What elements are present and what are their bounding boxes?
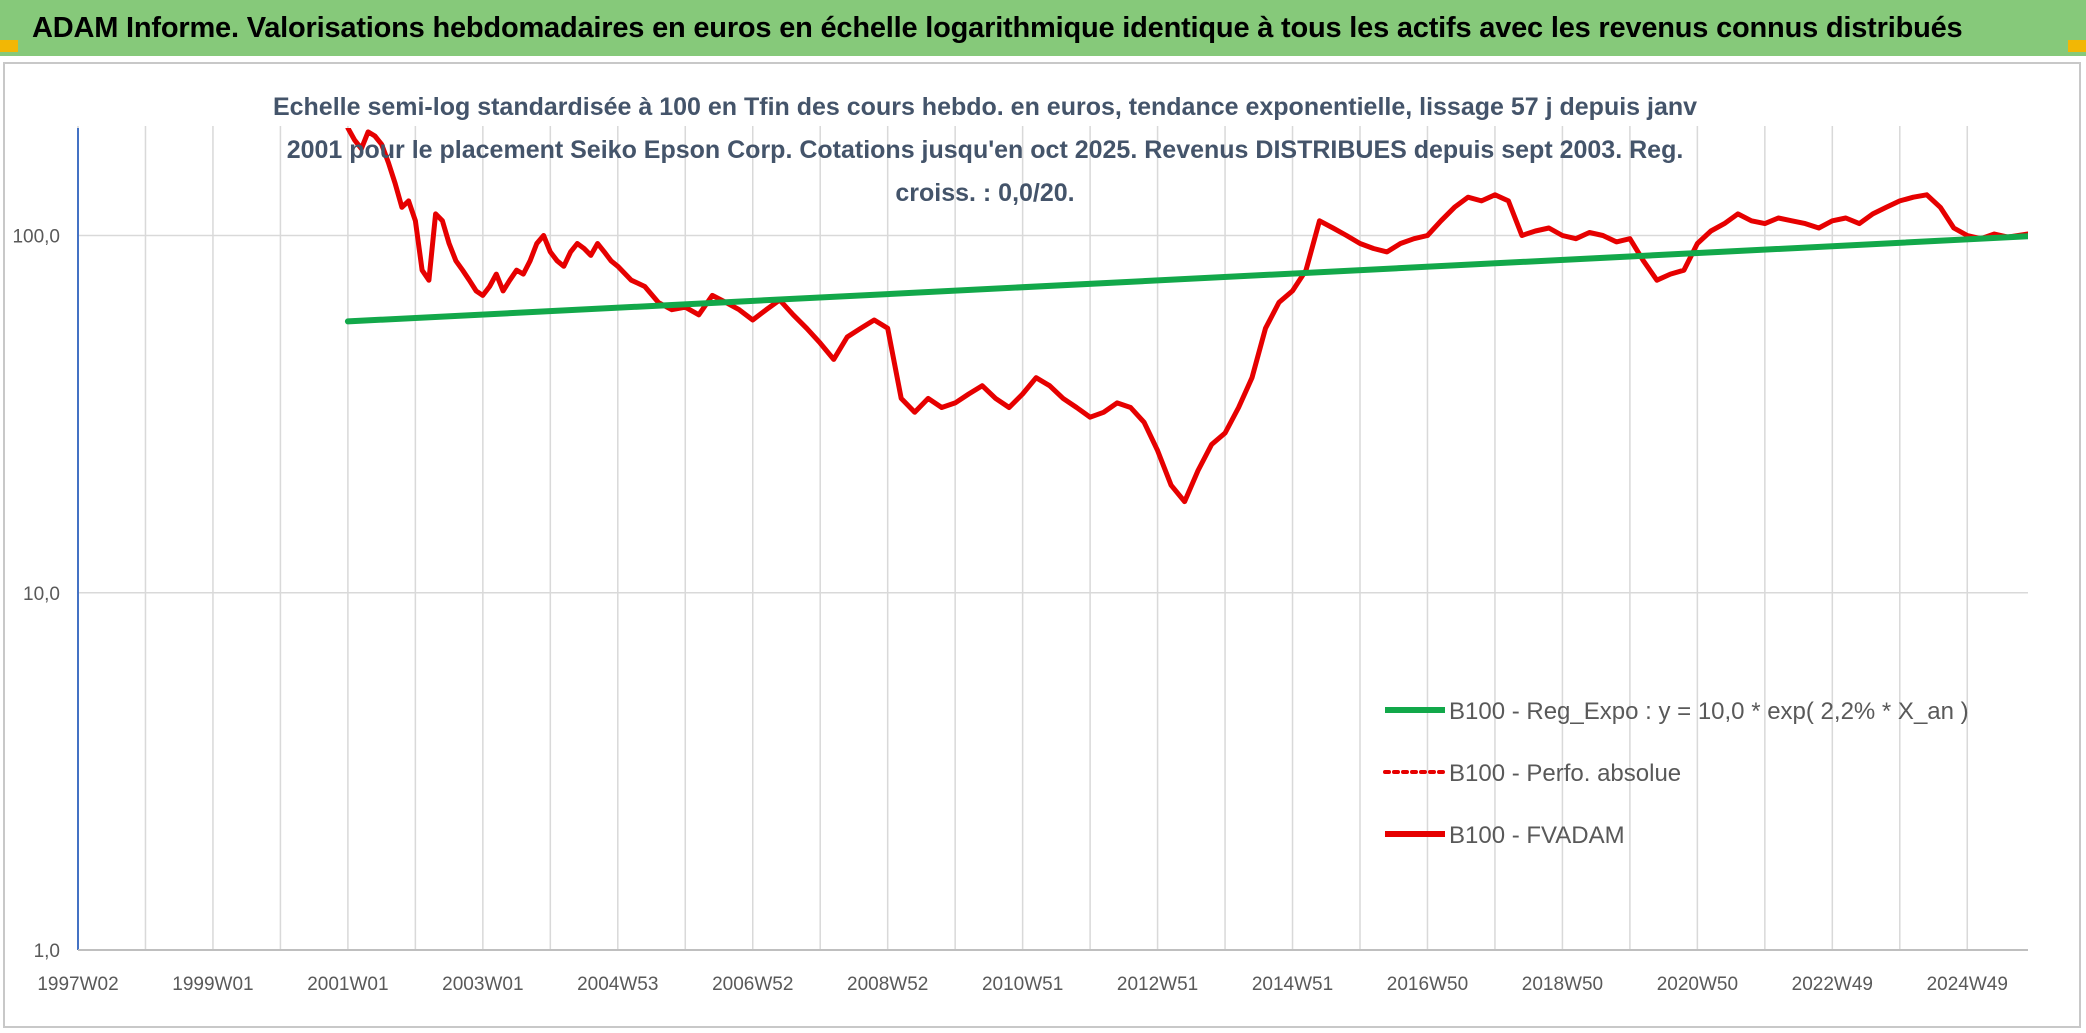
series-line-fvadam [345,128,2028,505]
x-tick-label: 2003W01 [442,974,523,995]
y-tick-labels: 1,0 10,0 100,0 [12,227,60,962]
x-tick-label: 2014W51 [1252,974,1333,995]
y-tick-label: 10,0 [23,584,60,605]
chart-title: Echelle semi-log standardisée à 100 en T… [272,93,1698,207]
x-tick-label: 1997W02 [37,974,118,995]
series-line-reg-expo [344,233,2028,325]
corner-mark-right [2068,40,2086,52]
x-tick-label: 2020W50 [1657,974,1738,995]
legend-label: B100 - FVADAM [1449,822,1625,849]
legend-label: B100 - Perfo. absolue [1449,760,1681,787]
y-tick-label: 1,0 [34,941,60,962]
x-tick-label: 2024W49 [1927,974,2008,995]
x-tick-labels: 1997W02 1999W01 2001W01 2003W01 2004W53 2006W… [37,974,2008,995]
x-tick-label: 2018W50 [1522,974,1603,995]
x-tick-label: 2016W50 [1387,974,1468,995]
header-title: ADAM Informe. Valorisations hebdomadaire… [32,11,1963,44]
y-tick-label: 100,0 [12,227,60,248]
series-lines [344,128,2028,505]
x-tick-label: 2008W52 [847,974,928,995]
x-tick-label: 2010W51 [982,974,1063,995]
x-tick-label: 2006W52 [712,974,793,995]
x-tick-label: 1999W01 [172,974,253,995]
corner-mark-left [0,40,18,52]
legend-label: B100 - Reg_Expo : y = 10,0 * exp( 2,2% *… [1449,698,1969,725]
x-tick-label: 2004W53 [577,974,658,995]
page-header: ADAM Informe. Valorisations hebdomadaire… [0,0,2086,56]
x-tick-label: 2001W01 [307,974,388,995]
x-tick-label: 2022W49 [1792,974,1873,995]
x-tick-label: 2012W51 [1117,974,1198,995]
legend: B100 - Reg_Expo : y = 10,0 * exp( 2,2% *… [1383,698,1969,849]
chart-frame [3,62,2081,1028]
